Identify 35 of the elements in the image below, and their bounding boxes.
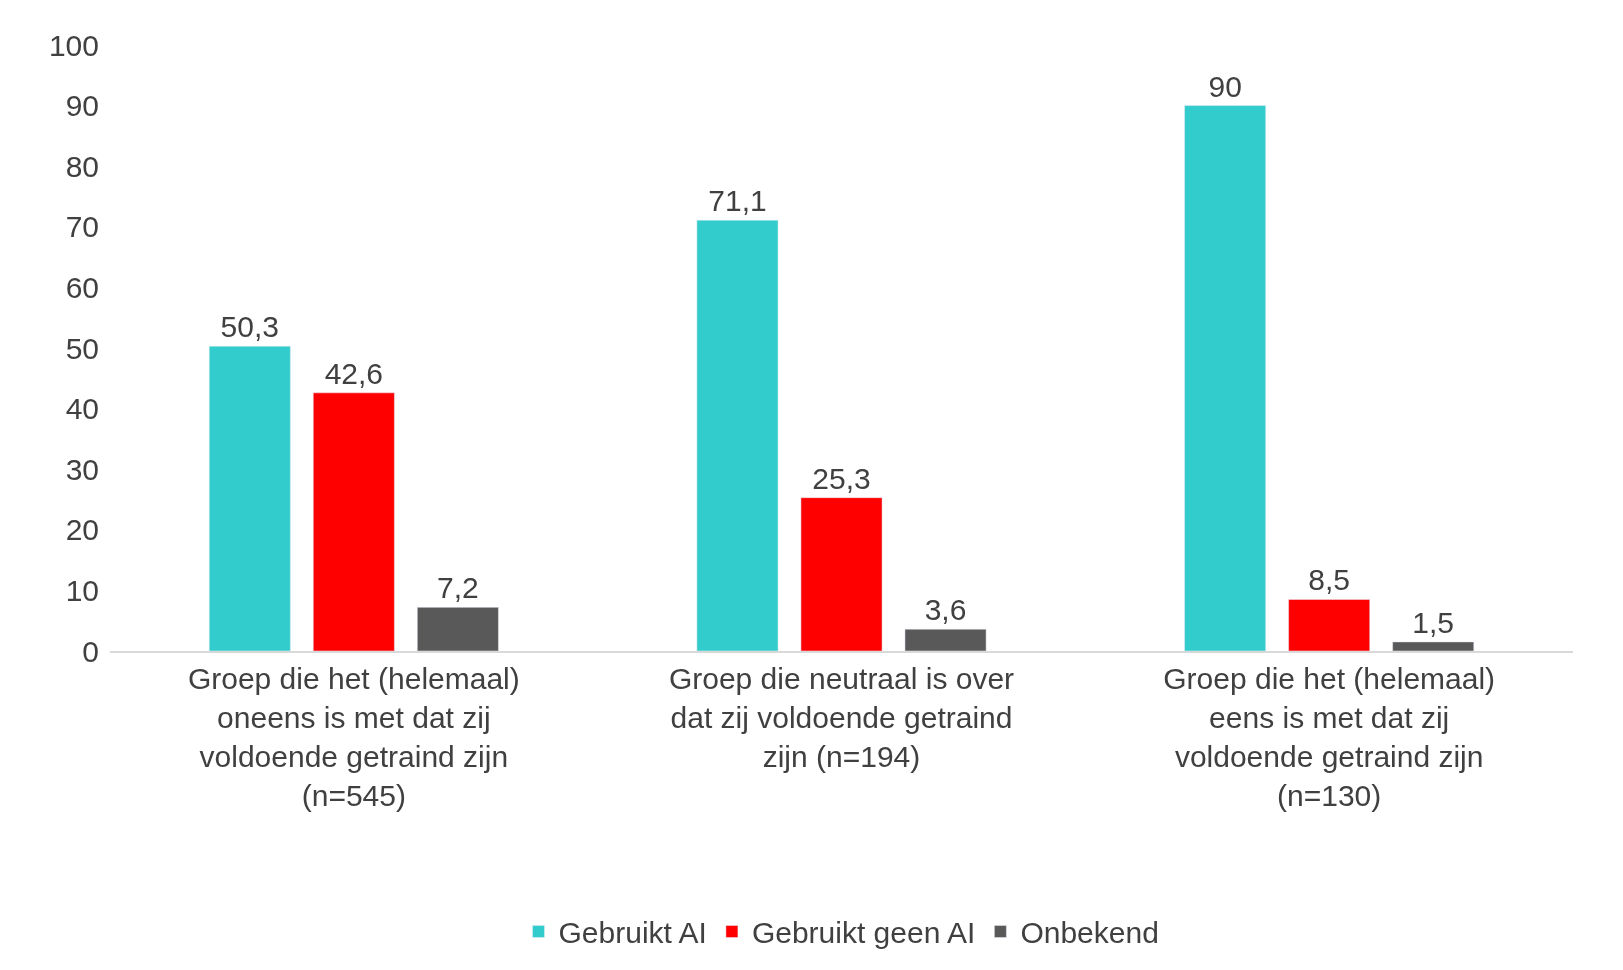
legend-label: Gebruikt geen AI — [751, 916, 976, 950]
x-tick-label: Groep die neutraal is over dat zij voldoende getraind zijn (n=194) — [668, 662, 1015, 773]
y-tick-label: 30 — [65, 452, 99, 486]
bar — [696, 219, 779, 651]
y-tick-label: 60 — [65, 270, 99, 304]
data-label: 1,5 — [1412, 605, 1455, 639]
data-label: 42,6 — [324, 356, 384, 390]
y-tick-label: 70 — [65, 210, 99, 244]
bar — [800, 497, 883, 651]
bar — [417, 607, 499, 651]
data-label: 8,5 — [1308, 563, 1351, 597]
y-tick-label: 80 — [65, 149, 99, 183]
y-tick-label: 40 — [65, 392, 99, 426]
y-tick-label: 90 — [65, 89, 99, 123]
data-label: 3,6 — [924, 593, 967, 627]
bar — [1184, 105, 1266, 651]
bar — [904, 628, 987, 651]
y-tick-label: 0 — [82, 634, 99, 668]
x-tick-label: Groep die het (helemaal) eens is met dat zij voldoende getraind zijn (n=130) — [1163, 662, 1496, 812]
y-tick-label: 20 — [65, 513, 99, 547]
y-tick-label: 50 — [65, 331, 99, 365]
data-label: 90 — [1208, 69, 1242, 103]
legend-label: Onbekend — [1020, 916, 1159, 950]
bar — [1392, 641, 1475, 651]
data-label: 7,2 — [437, 571, 479, 605]
data-label: 50,3 — [220, 310, 279, 344]
bar — [1288, 599, 1370, 651]
data-label: 71,1 — [708, 184, 767, 218]
y-tick-label: 10 — [65, 573, 99, 607]
legend-label: Gebruikt AI — [558, 916, 707, 950]
bar — [208, 345, 291, 651]
data-label: 25,3 — [812, 461, 871, 495]
bar — [313, 392, 395, 651]
y-tick-label: 100 — [48, 28, 99, 62]
x-tick-label: Groep die het (helemaal) oneens is met dat zij voldoende getraind zijn (n=545) — [187, 662, 520, 812]
